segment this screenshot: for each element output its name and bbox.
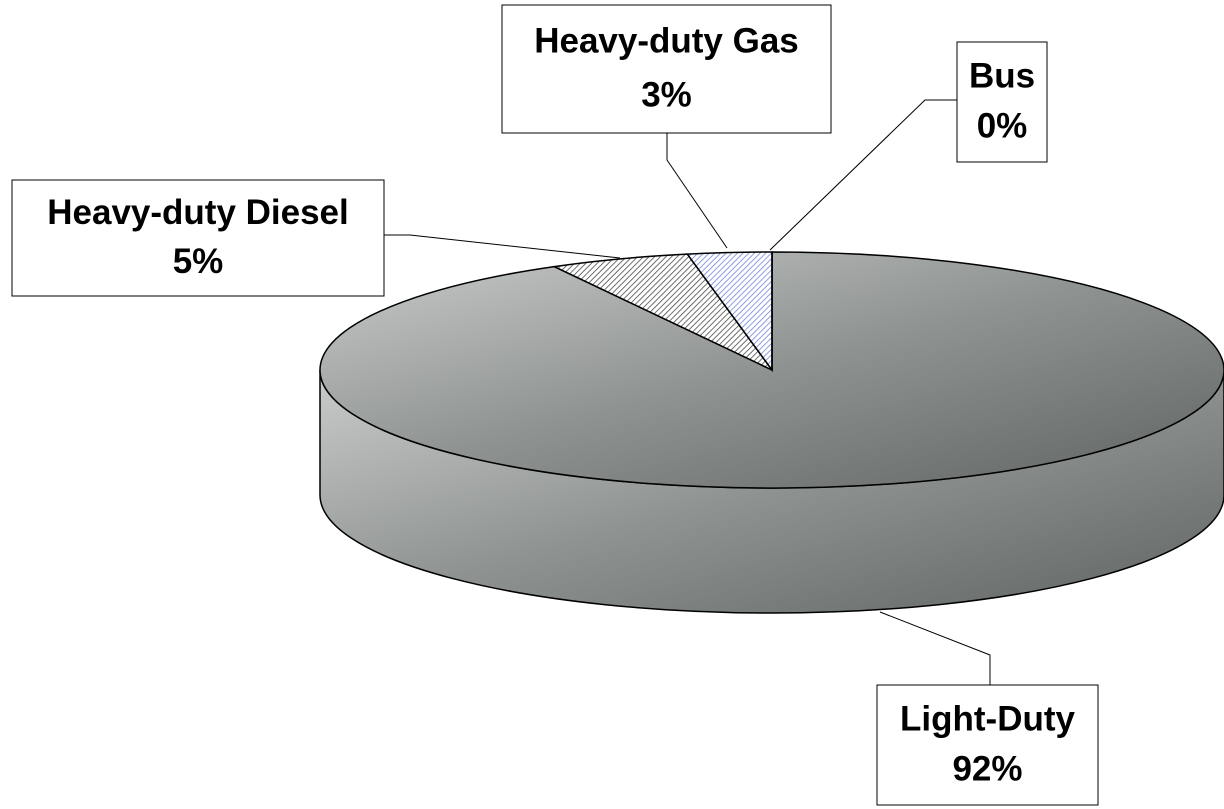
value-label: 92% xyxy=(952,750,1022,789)
leader-line xyxy=(769,99,957,251)
leader-line xyxy=(384,234,621,259)
label-box xyxy=(876,684,1099,806)
label-box xyxy=(11,179,385,297)
leader-line xyxy=(666,133,728,249)
slice-label: Bus xyxy=(969,56,1035,95)
slice-label: Heavy-duty Diesel xyxy=(47,193,349,232)
value-label: 0% xyxy=(977,107,1028,146)
value-label: 5% xyxy=(173,242,224,281)
value-label: 3% xyxy=(641,75,692,114)
leader-line xyxy=(879,611,991,685)
label-box xyxy=(956,41,1048,163)
label-box xyxy=(501,4,832,134)
pie-slice xyxy=(551,253,773,371)
slice-label: Light-Duty xyxy=(900,699,1075,738)
slice-label: Heavy-duty Gas xyxy=(534,22,799,61)
